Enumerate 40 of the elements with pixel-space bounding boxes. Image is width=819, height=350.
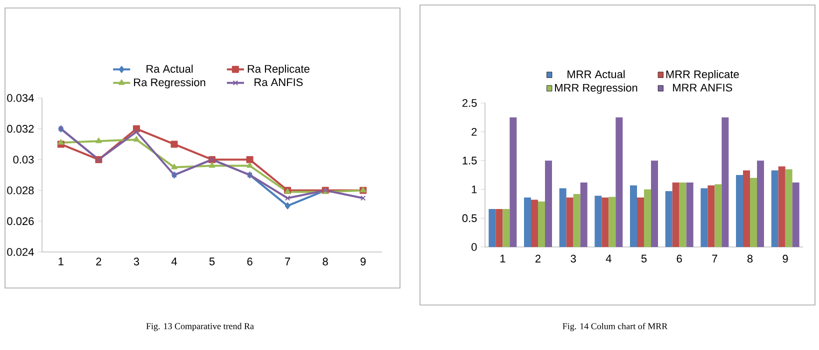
caption: Fig. 14 Colum chart of MRR — [562, 322, 668, 332]
y-tick-label: 0.024 — [7, 248, 34, 256]
y-tick-label: 0 — [472, 243, 477, 251]
x-tick-label: 7 — [712, 254, 718, 262]
x-tick-label: 4 — [606, 254, 612, 262]
y-tick-label: 1.5 — [462, 156, 477, 164]
x-tick-label: 1 — [500, 254, 506, 262]
x-tick-label: 6 — [247, 258, 252, 266]
x-tick-label: 6 — [676, 254, 682, 263]
x-tick-label: 8 — [322, 258, 328, 266]
x-tick-label: 2 — [535, 254, 541, 262]
y-tick-label: 1 — [472, 186, 477, 194]
x-tick-label: 9 — [360, 258, 366, 266]
x-tick-label: 9 — [782, 254, 788, 263]
x-tick-label: 5 — [209, 258, 215, 266]
legend-label: Ra Regression — [134, 78, 206, 88]
y-tick-label: 0.032 — [7, 124, 34, 133]
y-tick-label: 0.03 — [13, 156, 34, 164]
y-tick-label: 0.034 — [7, 94, 34, 102]
legend-label: Ra Replicate — [248, 64, 310, 75]
x-tick-label: 5 — [641, 254, 647, 262]
x-tick-label: 2 — [96, 258, 102, 266]
y-tick-label: 0.026 — [7, 217, 34, 226]
x-tick-label: 8 — [747, 254, 753, 263]
y-tick-label: 0.5 — [462, 214, 477, 222]
x-tick-label: 3 — [134, 258, 140, 266]
legend-label: MRR Regression — [555, 84, 638, 94]
caption: Fig. 13 Comparative trend Ra — [146, 322, 254, 332]
y-tick-label: 2.5 — [462, 99, 477, 107]
legend-label: MRR ANFIS — [673, 84, 732, 92]
x-tick-label: 7 — [285, 258, 290, 266]
x-tick-label: 4 — [171, 258, 177, 266]
legend-label: Ra ANFIS — [254, 78, 303, 86]
legend-label: Ra Actual — [146, 64, 193, 73]
legend-label: MRR Replicate — [666, 70, 739, 80]
x-tick-label: 3 — [570, 254, 576, 263]
y-tick-label: 2 — [472, 128, 477, 136]
legend-label: MRR Actual — [568, 70, 625, 78]
y-tick-label: 0.028 — [7, 186, 34, 194]
x-tick-label: 1 — [58, 258, 64, 266]
